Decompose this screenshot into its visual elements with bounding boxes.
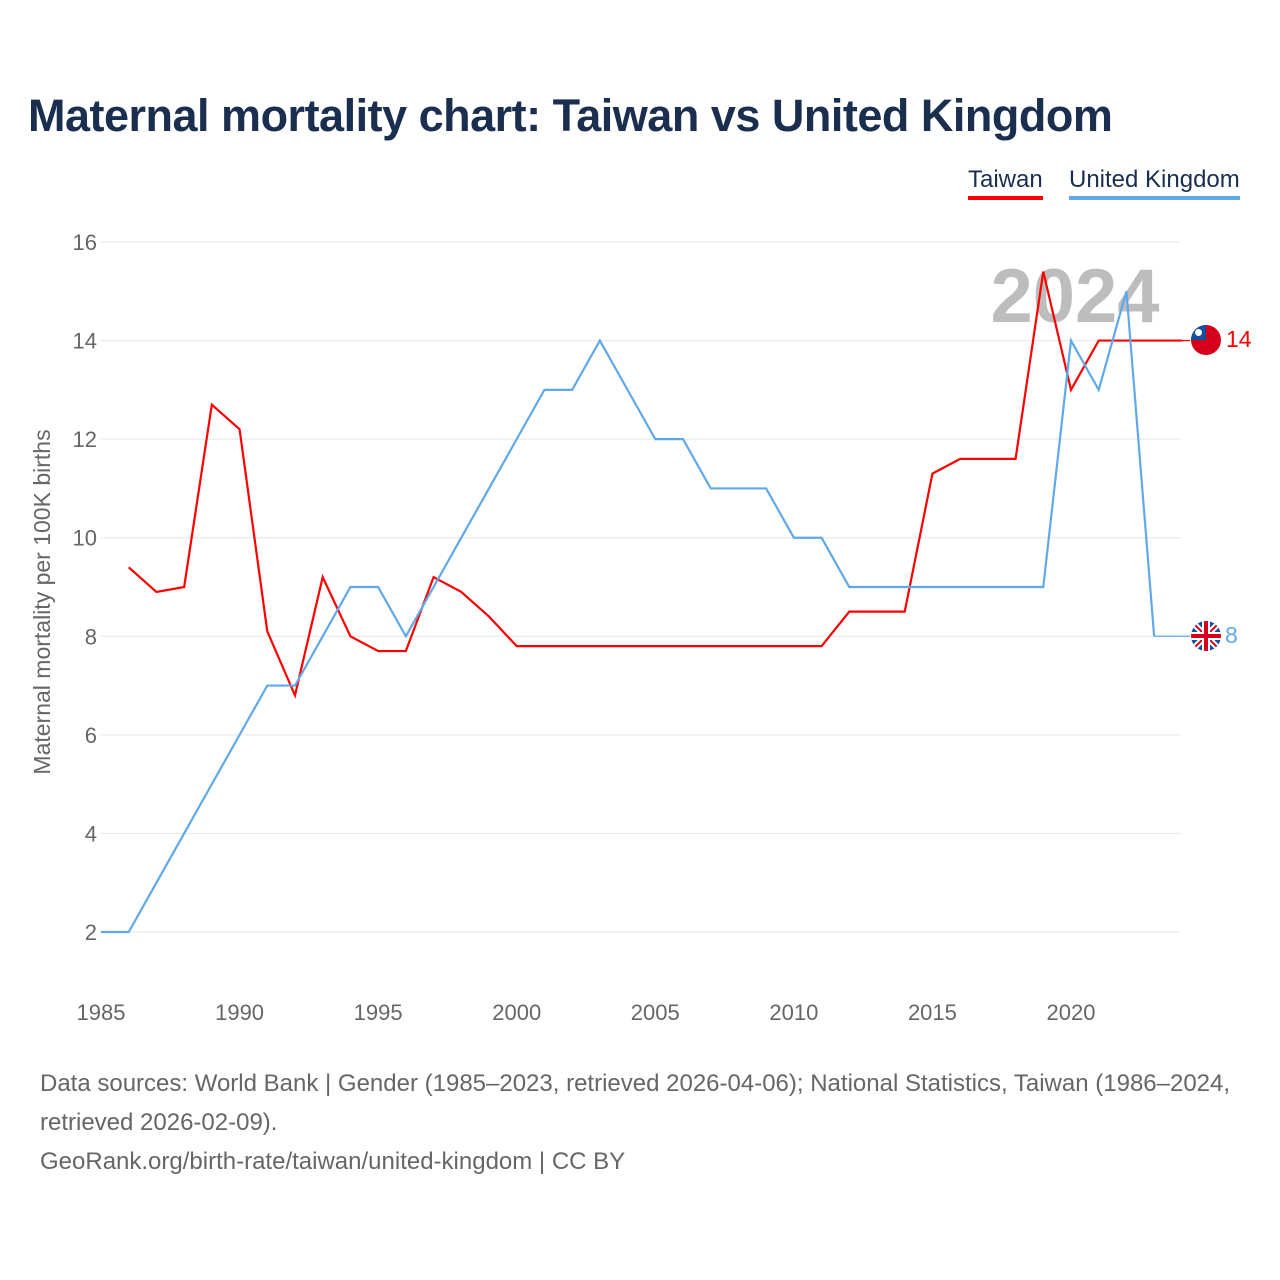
year-watermark: 2024 bbox=[990, 254, 1159, 339]
y-axis-label: Maternal mortality per 100K births bbox=[29, 429, 55, 774]
x-tick-label: 2020 bbox=[1047, 1000, 1096, 1025]
x-tick-label: 2010 bbox=[769, 1000, 818, 1025]
series-line-taiwan bbox=[127, 271, 1182, 699]
taiwan-end-label: 14 bbox=[1226, 326, 1252, 352]
chart-title: Maternal mortality chart: Taiwan vs Unit… bbox=[28, 90, 1113, 141]
credit-link[interactable]: GeoRank.org/birth-rate/taiwan/united-kin… bbox=[40, 1148, 626, 1175]
y-tick-label: 10 bbox=[73, 526, 97, 551]
uk-end-label: 8 bbox=[1225, 622, 1238, 648]
y-tick-label: 8 bbox=[85, 624, 97, 649]
y-tick-label: 16 bbox=[73, 230, 97, 255]
y-tick-label: 14 bbox=[73, 329, 97, 354]
x-tick-label: 1995 bbox=[354, 1000, 403, 1025]
taiwan-flag-icon bbox=[1191, 325, 1221, 355]
footer: Data sources: World Bank | Gender (1985–… bbox=[40, 1064, 1240, 1181]
legend-united-kingdom[interactable]: United Kingdom bbox=[1069, 166, 1240, 200]
x-tick-label: 1990 bbox=[215, 1000, 264, 1025]
x-tick-label: 2005 bbox=[631, 1000, 680, 1025]
x-tick-label: 2015 bbox=[908, 1000, 957, 1025]
series-line-united-kingdom bbox=[101, 290, 1156, 934]
x-tick-label: 2000 bbox=[492, 1000, 541, 1025]
y-tick-label: 12 bbox=[73, 427, 97, 452]
y-tick-label: 4 bbox=[85, 821, 97, 846]
uk-flag-icon bbox=[1191, 621, 1221, 651]
y-tick-label: 6 bbox=[85, 723, 97, 748]
y-tick-label: 2 bbox=[85, 920, 97, 945]
x-tick-label: 1985 bbox=[77, 1000, 126, 1025]
data-sources: Data sources: World Bank | Gender (1985–… bbox=[40, 1070, 1231, 1136]
legend-taiwan[interactable]: Taiwan bbox=[968, 166, 1043, 200]
